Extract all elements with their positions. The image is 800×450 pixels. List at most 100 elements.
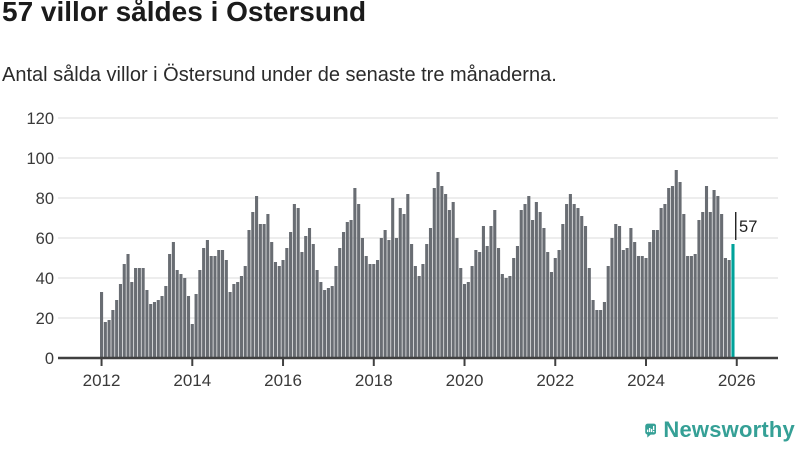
- bar: [179, 274, 183, 358]
- bar: [546, 252, 550, 358]
- bar: [512, 258, 516, 358]
- bar: [202, 248, 206, 358]
- bar: [447, 210, 451, 358]
- bar: [704, 186, 709, 358]
- bar: [255, 196, 259, 358]
- bar: [655, 230, 659, 358]
- bar: [137, 268, 141, 358]
- bar: [194, 294, 198, 358]
- bar: [326, 288, 330, 358]
- bar: [667, 188, 671, 358]
- bar: [100, 292, 104, 358]
- annotation-latest-value: 57: [739, 218, 757, 236]
- bar: [164, 286, 168, 358]
- bar: [606, 266, 610, 358]
- bar: [130, 282, 134, 358]
- bar: [519, 210, 523, 358]
- newsworthy-speech-bubble-bars-icon: [645, 423, 657, 438]
- x-axis-label-2016: 2016: [264, 371, 302, 390]
- bar: [648, 242, 652, 358]
- bar: [478, 252, 482, 358]
- bar: [455, 238, 459, 358]
- bar: [228, 292, 232, 358]
- bar: [379, 238, 383, 358]
- bar: [587, 268, 591, 358]
- bar: [720, 214, 724, 358]
- x-axis-label-2012: 2012: [83, 371, 121, 390]
- x-axis-label-2024: 2024: [627, 371, 665, 390]
- bar: [391, 198, 395, 358]
- bar: [534, 202, 538, 358]
- bar: [277, 266, 281, 358]
- bar: [296, 208, 300, 358]
- bar: [708, 212, 712, 358]
- bar-chart: 0 20 40 60 80 100 120 2012 2014 2016 2018 2020 2022 2…: [26, 110, 778, 390]
- bar: [436, 172, 440, 358]
- bar: [383, 230, 387, 358]
- bar: [451, 202, 455, 358]
- bar: [273, 262, 278, 358]
- bar: [580, 216, 584, 358]
- bar: [568, 194, 572, 358]
- bar: [152, 302, 157, 358]
- bar: [357, 204, 361, 358]
- bar: [311, 244, 315, 358]
- bar: [175, 270, 179, 358]
- bar: [376, 260, 380, 358]
- bar: [107, 320, 111, 358]
- bar: [493, 210, 497, 358]
- bar: [697, 220, 701, 358]
- bar: [364, 256, 368, 358]
- bar: [466, 282, 470, 358]
- x-axis-label-2022: 2022: [536, 371, 574, 390]
- bar: [368, 264, 372, 358]
- bar: [141, 268, 145, 358]
- bar: [160, 296, 164, 358]
- bar: [614, 224, 618, 358]
- bar: [304, 236, 308, 358]
- bar: [134, 268, 138, 358]
- bar: [618, 226, 622, 358]
- bar: [122, 264, 126, 358]
- bar: [553, 258, 557, 358]
- bar: [670, 186, 675, 358]
- bar: [410, 244, 414, 358]
- bar-highlight-latest: [731, 244, 735, 358]
- bar: [531, 220, 535, 358]
- bar: [576, 208, 580, 358]
- bar: [149, 304, 153, 358]
- bar: [444, 194, 448, 358]
- bar: [232, 284, 236, 358]
- bar: [220, 250, 225, 358]
- bar-chart-container: 0 20 40 60 80 100 120 2012 2014 2016 2018 2020 2022 2…: [0, 100, 800, 410]
- bar: [118, 284, 123, 358]
- bar: [307, 228, 312, 358]
- bar: [387, 240, 391, 358]
- bar: [217, 250, 221, 358]
- bar: [198, 270, 202, 358]
- y-axis-label-100: 100: [26, 150, 54, 168]
- bar: [209, 256, 213, 358]
- chart-subtitle: Antal sålda villor i Östersund under de …: [2, 64, 557, 86]
- bar: [542, 228, 546, 358]
- bar: [205, 240, 209, 358]
- bar: [126, 254, 130, 358]
- x-axis-label-2026: 2026: [718, 371, 756, 390]
- x-axis-label-2014: 2014: [173, 371, 211, 390]
- bar: [497, 248, 501, 358]
- y-axis-label-80: 80: [36, 190, 54, 208]
- bar: [190, 324, 194, 358]
- bar: [251, 212, 255, 358]
- bar: [319, 282, 323, 358]
- bar: [115, 300, 119, 358]
- bar: [678, 182, 682, 358]
- bar: [595, 310, 599, 358]
- bar: [712, 190, 716, 358]
- bar: [508, 276, 512, 358]
- y-axis-label-40: 40: [36, 270, 54, 288]
- bar: [462, 284, 467, 358]
- bar: [247, 230, 251, 358]
- bar: [300, 252, 304, 358]
- bar: [659, 208, 663, 358]
